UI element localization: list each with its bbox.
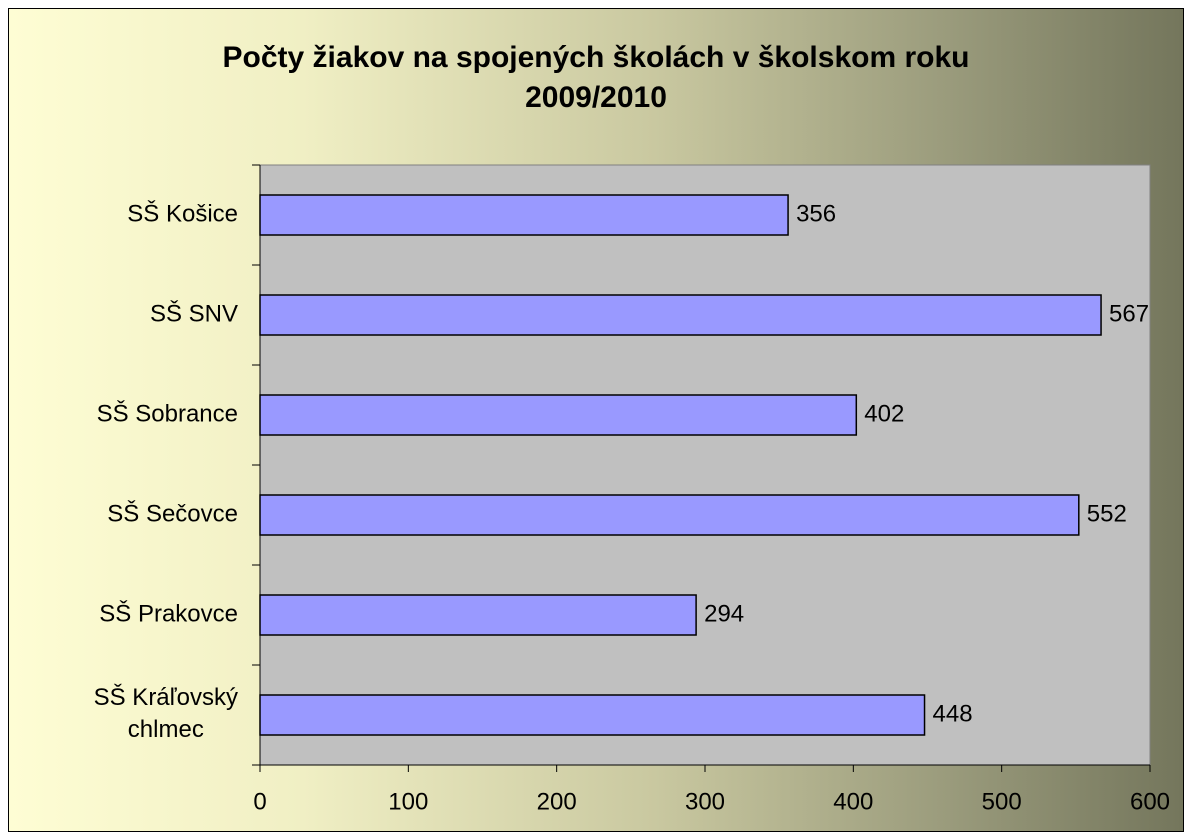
- x-tick-label: 0: [253, 788, 266, 815]
- bar: [259, 194, 789, 236]
- data-label: 402: [864, 400, 904, 427]
- bar: [259, 594, 697, 636]
- data-label: 567: [1109, 300, 1149, 327]
- x-tick-label: 500: [982, 788, 1022, 815]
- y-tick-label: SŠ Prakovce: [99, 599, 238, 627]
- data-label: 294: [704, 600, 744, 627]
- y-tick-label: SŠ Sobrance: [97, 399, 238, 427]
- x-tick-label: 300: [685, 788, 725, 815]
- data-label: 356: [796, 200, 836, 227]
- y-tick-label: SŠ Sečovce: [107, 499, 238, 527]
- x-tick-label: 200: [537, 788, 577, 815]
- bar: [259, 394, 858, 436]
- bar: [259, 694, 926, 736]
- chart-title: Počty žiakov na spojených školách v škol…: [222, 41, 970, 114]
- x-tick-label: 100: [388, 788, 428, 815]
- bar: [259, 494, 1080, 536]
- y-tick-label: SŠ SNV: [150, 299, 238, 327]
- y-tick-label: SŠ Košice: [127, 199, 238, 227]
- x-tick-label: 600: [1130, 788, 1170, 815]
- plot-area: [259, 164, 1151, 766]
- data-label: 448: [933, 700, 973, 727]
- y-tick-label: SŠ Kráľovský chlmec: [94, 683, 238, 743]
- x-tick-label: 400: [833, 788, 873, 815]
- bar: [259, 294, 1102, 336]
- data-label: 552: [1087, 500, 1127, 527]
